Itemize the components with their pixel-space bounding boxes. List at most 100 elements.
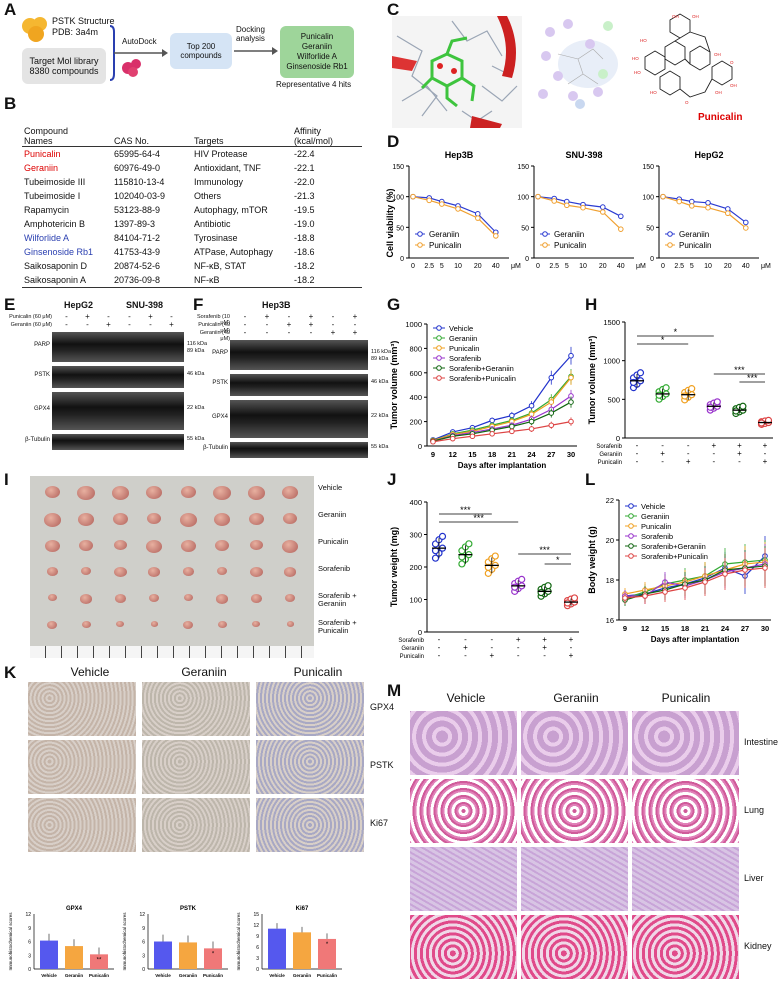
- k-ytick-label: 12: [139, 912, 145, 918]
- k-significance: **: [97, 957, 102, 963]
- data-point: [491, 552, 499, 560]
- blot-band-image: [230, 340, 368, 370]
- d-point: [689, 203, 695, 209]
- significance-label: ***: [460, 505, 471, 515]
- panel-label-e: E: [4, 295, 16, 314]
- ihc-image: [256, 798, 364, 852]
- ytick-label: 200: [409, 418, 422, 427]
- tumor-sample: [113, 540, 127, 551]
- top200-text2: compounds: [180, 51, 222, 60]
- k-bar: [318, 938, 336, 969]
- blot-protein-label: PARP: [34, 342, 50, 348]
- tumor-photo: [30, 476, 314, 658]
- tumor-row-label: Sorafenib + Punicalin: [318, 618, 357, 635]
- blot-band-image: [230, 442, 368, 458]
- svg-text:HO: HO: [634, 70, 641, 75]
- d-legend-label: Geraniin: [679, 230, 709, 239]
- cell-aff: -18.6: [294, 247, 315, 257]
- legend-label: Sorafenib: [641, 532, 673, 541]
- d-point: [475, 215, 481, 221]
- tumor-sample: [216, 594, 228, 604]
- k-bar: [40, 940, 58, 969]
- hit-3: Wilforlide A: [296, 52, 337, 61]
- tumor-sample: [112, 513, 128, 525]
- k-ytick-label: 0: [256, 967, 259, 973]
- xtick-label: 24: [721, 624, 730, 633]
- xtick-label: 30: [567, 450, 575, 459]
- blot-sign: -: [309, 328, 313, 337]
- ruler: [30, 646, 314, 658]
- library-count: 8380 compounds: [29, 66, 99, 76]
- tumor-sample: [183, 594, 193, 602]
- tumor-sample: [215, 540, 229, 552]
- legend-label: Geraniin: [641, 512, 669, 521]
- condition-sign: -: [517, 651, 520, 660]
- m-col-label: Geraniin: [553, 691, 599, 705]
- d-series-line: [537, 196, 622, 230]
- panel-label-j: J: [387, 470, 397, 489]
- blot-size-label: 55 kDa: [187, 436, 205, 442]
- tumor-row-label: Vehicle: [318, 483, 343, 492]
- d-xtick-label: 40: [742, 263, 750, 270]
- significance-label: *: [556, 555, 560, 565]
- punicalin-structure: OH OH HO HO OH O OH HO O OH HO: [632, 13, 737, 105]
- hit-1: Punicalin: [300, 32, 334, 41]
- docking-line1: Docking: [236, 25, 265, 34]
- tumor-sample: [44, 486, 60, 498]
- ihc-image: [142, 682, 250, 736]
- blot-band-image: [52, 332, 184, 362]
- condition-sign: -: [517, 643, 520, 652]
- xtick-label: 18: [488, 450, 496, 459]
- d-xtick-label: 20: [599, 263, 607, 270]
- blot-band-image: [230, 400, 368, 438]
- condition-sign: +: [516, 635, 521, 644]
- condition-sign: -: [490, 643, 493, 652]
- data-point: [537, 588, 545, 597]
- condition-sign: +: [569, 635, 574, 644]
- cell-cas: 20874-52-6: [114, 261, 161, 271]
- series-line: [624, 565, 766, 601]
- tumor-sample: [111, 486, 129, 500]
- k-ytick-label: 9: [142, 926, 145, 932]
- condition-sign: -: [438, 651, 441, 660]
- tumor-sample: [77, 486, 95, 501]
- condition-label: Sorafenib: [398, 638, 424, 644]
- blot-sign: -: [353, 320, 357, 329]
- condition-sign: +: [686, 457, 691, 466]
- blot-size-label: 22 kDa: [187, 405, 205, 411]
- series-line: [624, 567, 766, 599]
- data-point: [509, 423, 515, 430]
- xtick-label: 15: [661, 624, 669, 633]
- d-xtick-label: 2.5: [674, 263, 684, 270]
- blot-sign: +: [264, 312, 270, 321]
- condition-sign: +: [569, 651, 574, 660]
- xtick-label: 18: [681, 624, 689, 633]
- d-xtick-label: 0: [661, 263, 665, 270]
- cell-cas: 115810-13-4: [114, 177, 165, 187]
- xlabel: Days after implantation: [458, 461, 547, 470]
- d-ytick-label: 50: [646, 225, 654, 232]
- panel-label-k: K: [4, 663, 17, 682]
- col-affinity-line2: (kcal/mol): [294, 136, 334, 146]
- data-point: [762, 565, 768, 571]
- condition-sign: -: [543, 651, 546, 660]
- ytick-label: 200: [409, 563, 422, 572]
- blot-sign: -: [243, 328, 247, 337]
- data-point: [438, 532, 447, 541]
- condition-label: Sorafenib: [596, 444, 622, 450]
- legend-label: Sorafenib+Punicalin: [449, 374, 516, 383]
- d-point: [535, 193, 541, 200]
- he-image: [410, 915, 517, 979]
- table-row: Ginsenoside Rb1 41753-43-9 ATPase, Autopha…: [22, 245, 362, 259]
- condition-sign: -: [764, 449, 767, 458]
- k-ytick-label: 6: [256, 945, 259, 951]
- tumor-sample: [182, 567, 194, 576]
- legend-marker: [628, 523, 634, 529]
- blot-sign: -: [243, 320, 247, 329]
- cell-targets: Immunology: [194, 177, 244, 187]
- condition-sign: -: [464, 635, 467, 644]
- legend-label: Punicalin: [641, 522, 671, 531]
- he-image: [632, 711, 739, 775]
- table-row: Geraniin 60976-49-0 Antioxidant, TNF -22.1: [22, 161, 362, 175]
- tumor-sample: [113, 567, 127, 578]
